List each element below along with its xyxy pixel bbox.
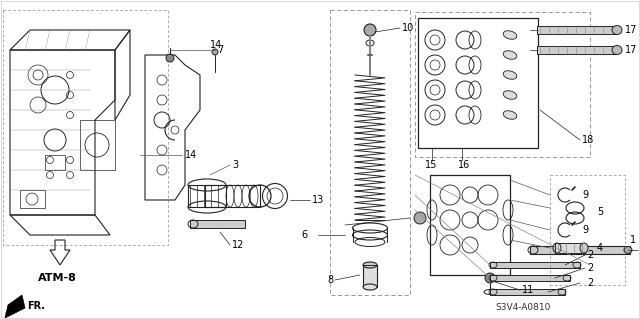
Text: 4: 4: [597, 243, 603, 253]
Ellipse shape: [624, 247, 632, 254]
Text: ATM-8: ATM-8: [38, 273, 77, 283]
Text: 15: 15: [425, 160, 437, 170]
Bar: [415, 12, 590, 157]
Bar: [490, 262, 580, 268]
Bar: [555, 243, 585, 253]
Text: 14: 14: [185, 150, 197, 160]
Bar: [45, 155, 65, 170]
Text: 9: 9: [582, 225, 588, 235]
Text: 10: 10: [402, 23, 414, 33]
Ellipse shape: [503, 91, 517, 99]
Bar: [530, 246, 630, 254]
Text: 9: 9: [582, 190, 588, 200]
Bar: [330, 10, 410, 295]
Text: 14: 14: [210, 40, 222, 50]
Text: 2: 2: [587, 278, 593, 288]
Text: FR.: FR.: [27, 301, 45, 311]
Text: 18: 18: [582, 135, 595, 145]
Bar: [537, 26, 617, 34]
Ellipse shape: [580, 243, 588, 253]
Bar: [537, 46, 617, 54]
Text: 12: 12: [232, 240, 244, 250]
Ellipse shape: [363, 262, 377, 268]
Text: 2: 2: [587, 250, 593, 260]
Ellipse shape: [612, 46, 622, 55]
Polygon shape: [5, 295, 25, 318]
Text: 13: 13: [312, 195, 324, 205]
Bar: [363, 265, 377, 287]
Text: 16: 16: [458, 160, 470, 170]
Circle shape: [414, 212, 426, 224]
Circle shape: [364, 24, 376, 36]
Bar: [490, 289, 565, 295]
Text: 8: 8: [327, 275, 333, 285]
Bar: [188, 185, 226, 207]
Circle shape: [166, 54, 174, 62]
Bar: [80, 120, 115, 170]
Text: 7: 7: [217, 45, 223, 55]
Ellipse shape: [363, 284, 377, 290]
Ellipse shape: [503, 111, 517, 119]
Bar: [418, 18, 538, 148]
Bar: [3, 10, 168, 245]
Bar: [550, 175, 625, 285]
Text: 2: 2: [587, 263, 593, 273]
Bar: [490, 275, 570, 281]
Bar: [430, 175, 510, 275]
Circle shape: [212, 49, 218, 55]
Text: 5: 5: [597, 207, 604, 217]
Circle shape: [485, 273, 495, 283]
Ellipse shape: [503, 31, 517, 39]
Text: 6: 6: [302, 230, 308, 240]
Text: 11: 11: [522, 285, 534, 295]
Bar: [205, 185, 260, 207]
Text: 3: 3: [232, 160, 238, 170]
Ellipse shape: [503, 51, 517, 59]
Ellipse shape: [612, 26, 622, 34]
Text: 1: 1: [630, 235, 636, 245]
Text: 17: 17: [625, 45, 637, 55]
Bar: [20, 190, 45, 208]
Text: S3V4-A0810: S3V4-A0810: [495, 303, 550, 313]
Ellipse shape: [503, 71, 517, 79]
Bar: [190, 220, 245, 228]
Text: 17: 17: [625, 25, 637, 35]
